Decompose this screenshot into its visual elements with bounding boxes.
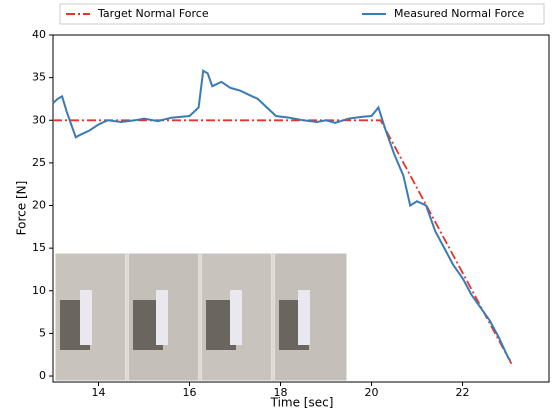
x-tick-label: 22 <box>456 386 470 399</box>
legend-box <box>59 3 545 25</box>
x-tick-label: 20 <box>365 386 379 399</box>
plot-frame <box>52 34 550 383</box>
y-tick-label: 5 <box>39 326 46 339</box>
y-axis-label: Force [N] <box>15 181 29 236</box>
x-tick-label: 16 <box>183 386 197 399</box>
y-tick-label: 35 <box>32 71 46 84</box>
y-tick-label: 10 <box>32 284 46 297</box>
legend-label: Target Normal Force <box>97 7 209 20</box>
photo-inset <box>54 252 348 382</box>
y-tick-label: 0 <box>39 369 46 382</box>
y-tick-label: 40 <box>32 28 46 41</box>
y-tick-label: 20 <box>32 199 46 212</box>
y-tick-label: 25 <box>32 156 46 169</box>
y-tick-label: 30 <box>32 113 46 126</box>
series-line <box>52 69 512 362</box>
x-tick-label: 18 <box>274 386 288 399</box>
y-tick-label: 15 <box>32 241 46 254</box>
x-axis-label: Time [sec] <box>270 396 334 410</box>
x-tick-label: 14 <box>92 386 106 399</box>
legend-label: Measured Normal Force <box>394 7 525 20</box>
